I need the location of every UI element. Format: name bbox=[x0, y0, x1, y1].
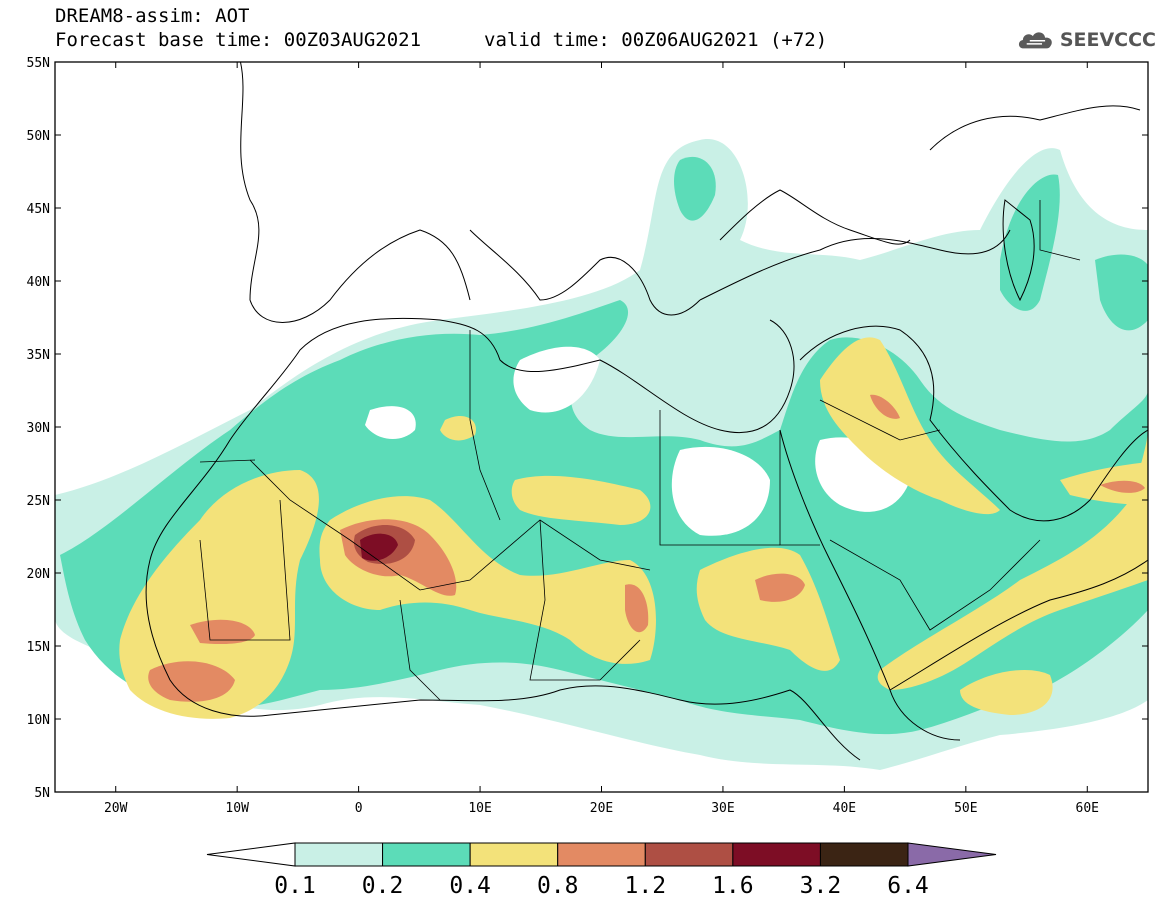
lon-tick-label: 10E bbox=[468, 801, 491, 816]
lat-tick-label: 40N bbox=[27, 275, 50, 290]
colorbar-segment bbox=[732, 842, 821, 867]
axis-ticks: 55N 50N 45N 40N 35N 30N 25N 20N 15N 10N 5N 20W 10W 0 1… bbox=[27, 56, 1148, 816]
colorbar: 0.1 0.2 0.4 0.8 1.2 1.6 3.2 6.4 bbox=[206, 842, 997, 899]
lon-tick-label: 60E bbox=[1076, 801, 1099, 816]
colorbar-max-arrow bbox=[907, 842, 997, 867]
lat-tick-label: 35N bbox=[27, 348, 50, 363]
colorbar-segment bbox=[294, 842, 384, 867]
lon-tick-label: 10W bbox=[225, 801, 249, 816]
lat-tick-label: 30N bbox=[27, 421, 50, 436]
colorbar-label: 3.2 bbox=[800, 873, 842, 899]
logo-text: SEEVCCC bbox=[1059, 29, 1156, 51]
colorbar-label: 0.8 bbox=[537, 873, 579, 899]
forecast-valid-time: valid time: 00Z06AUG2021 (+72) bbox=[484, 29, 828, 51]
seevccc-logo: SEEVCCC bbox=[1016, 20, 1156, 60]
lon-tick-label: 30E bbox=[711, 801, 734, 816]
lat-tick-label: 5N bbox=[34, 786, 50, 801]
colorbar-label: 0.4 bbox=[449, 873, 491, 899]
forecast-base-time: Forecast base time: 00Z03AUG2021 bbox=[55, 29, 422, 51]
colorbar-segment bbox=[819, 842, 909, 867]
lat-tick-label: 25N bbox=[27, 494, 50, 509]
map-title: DREAM8-assim: AOT bbox=[55, 5, 250, 27]
lat-tick-label: 20N bbox=[27, 567, 50, 582]
colorbar-min-arrow bbox=[206, 842, 296, 867]
lon-tick-label: 0 bbox=[355, 801, 363, 816]
lat-tick-label: 10N bbox=[27, 713, 50, 728]
colorbar-label: 1.6 bbox=[712, 873, 754, 899]
lon-tick-label: 20W bbox=[104, 801, 128, 816]
lon-tick-label: 50E bbox=[954, 801, 977, 816]
colorbar-label: 1.2 bbox=[625, 873, 667, 899]
colorbar-segment bbox=[644, 842, 734, 867]
colorbar-segment bbox=[557, 842, 646, 867]
colorbar-label: 6.4 bbox=[887, 873, 929, 899]
colorbar-label: 0.1 bbox=[274, 873, 316, 899]
colorbar-segment bbox=[382, 842, 471, 867]
lat-tick-label: 15N bbox=[27, 640, 50, 655]
cloud-logo-icon bbox=[1018, 32, 1052, 49]
colorbar-label: 0.2 bbox=[362, 873, 404, 899]
country-borders bbox=[199, 200, 1081, 701]
lat-tick-label: 45N bbox=[27, 202, 50, 217]
lat-tick-label: 50N bbox=[27, 129, 50, 144]
lat-tick-label: 55N bbox=[27, 56, 50, 71]
coastlines bbox=[145, 62, 1148, 761]
lon-tick-label: 20E bbox=[590, 801, 613, 816]
colorbar-segment bbox=[469, 842, 559, 867]
lon-tick-label: 40E bbox=[833, 801, 856, 816]
aot-field bbox=[55, 62, 1148, 792]
